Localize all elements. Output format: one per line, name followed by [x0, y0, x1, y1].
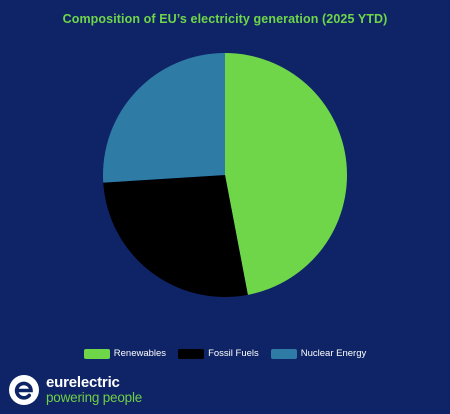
- logo-tagline: powering people: [46, 389, 143, 405]
- legend-item-renewables[interactable]: Renewables: [83, 348, 167, 359]
- logo-name: eurelectric: [46, 374, 120, 392]
- legend-swatch-renewables: [83, 348, 110, 359]
- legend-item-fossil-fuels[interactable]: Fossil Fuels: [178, 348, 259, 359]
- eurelectric-e-icon: [9, 375, 39, 405]
- legend-label-renewables: Renewables: [113, 348, 167, 359]
- legend-swatch-fossil-fuels: [178, 348, 205, 359]
- legend-item-nuclear-energy[interactable]: Nuclear Energy: [270, 348, 367, 359]
- legend-swatch-nuclear-energy: [270, 348, 297, 359]
- pie-chart: [103, 53, 347, 298]
- legend-label-fossil-fuels: Fossil Fuels: [208, 348, 259, 359]
- pie-slice-renewables[interactable]: [225, 53, 347, 295]
- chart-title: Composition of EU’s electricity generati…: [62, 12, 388, 26]
- legend-label-nuclear-energy: Nuclear Energy: [300, 348, 367, 359]
- pie-slice-fossil-fuels[interactable]: [103, 175, 248, 298]
- eurelectric-logo: eurelectric powering people: [8, 372, 142, 408]
- pie-slice-nuclear-energy[interactable]: [103, 53, 225, 183]
- chart-legend: Renewables Fossil Fuels Nuclear Energy: [0, 348, 450, 359]
